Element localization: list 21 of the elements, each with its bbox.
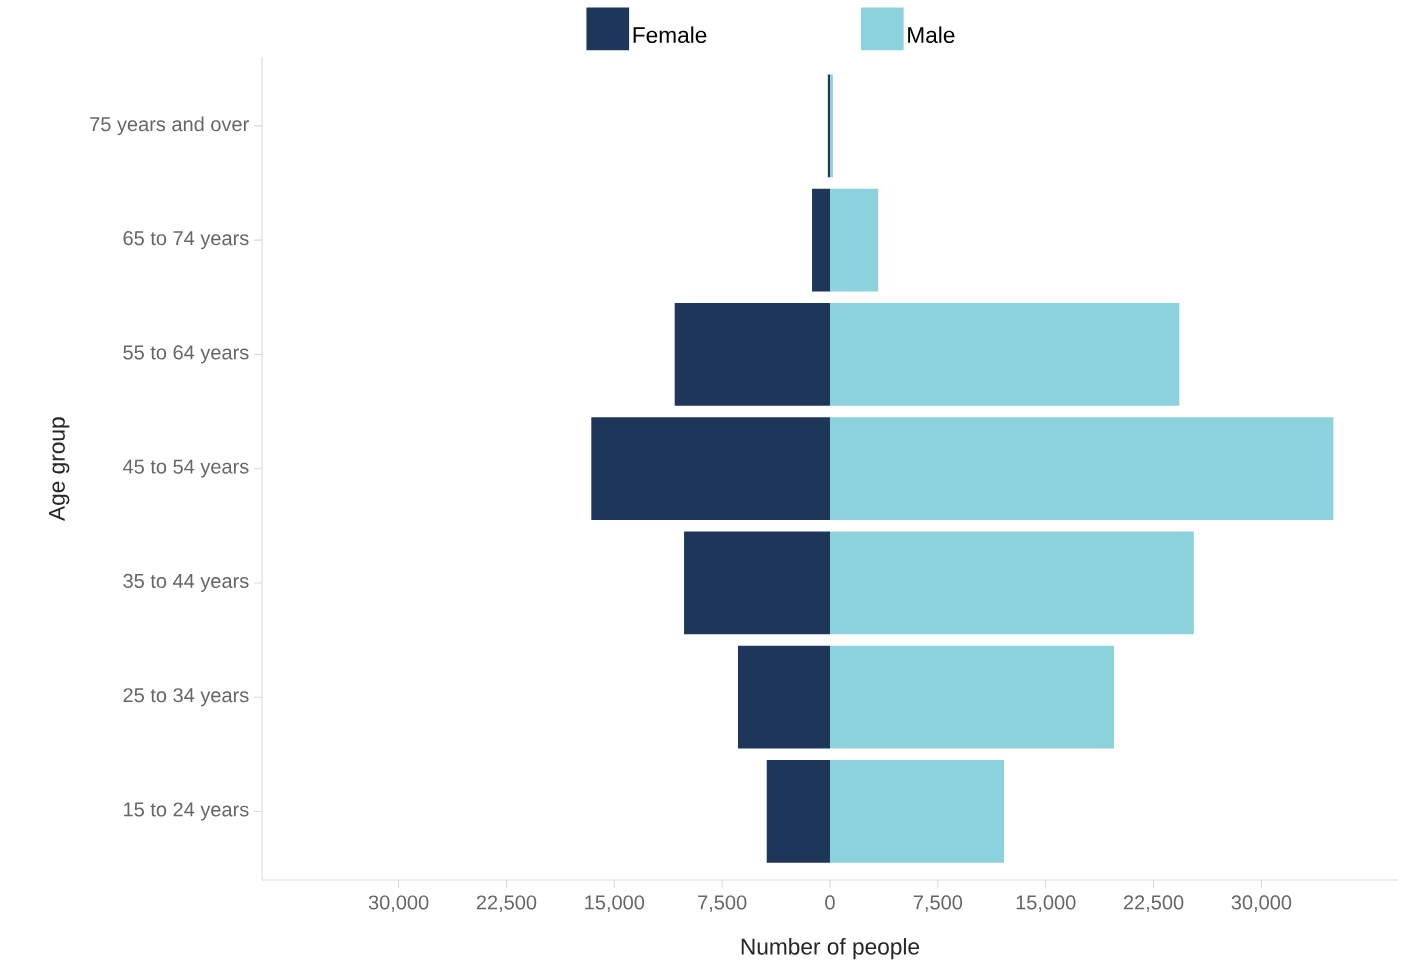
bar xyxy=(737,645,830,749)
legend-label: Male xyxy=(908,26,955,44)
y-tick-label: 25 to 34 years xyxy=(123,688,249,707)
x-tick-label: 15,000 xyxy=(1016,895,1076,912)
x-tick-label: 22,500 xyxy=(1123,895,1184,912)
y-tick-label: 65 to 74 years xyxy=(123,231,249,250)
y-tick-label: 15 to 24 years xyxy=(124,802,249,821)
legend-label: Female xyxy=(633,26,707,44)
x-axis-title: Number of people xyxy=(741,938,920,960)
y-tick-label: 35 to 44 years xyxy=(123,573,249,592)
x-tick-label: 22,500 xyxy=(476,895,537,912)
y-axis-title: Age group xyxy=(49,417,70,521)
y-tick-label: 45 to 54 years xyxy=(123,459,249,478)
x-tick-label: 0 xyxy=(825,895,835,910)
x-tick-label: 30,000 xyxy=(368,895,429,912)
x-tick-label: 7,500 xyxy=(698,895,747,912)
y-tick-label: 75 years and over xyxy=(90,116,249,136)
y-tick-label: 55 to 64 years xyxy=(123,345,249,364)
x-tick-label: 15,000 xyxy=(585,895,645,912)
x-tick-label: 30,000 xyxy=(1231,895,1292,912)
x-tick-label: 7,500 xyxy=(913,895,963,912)
